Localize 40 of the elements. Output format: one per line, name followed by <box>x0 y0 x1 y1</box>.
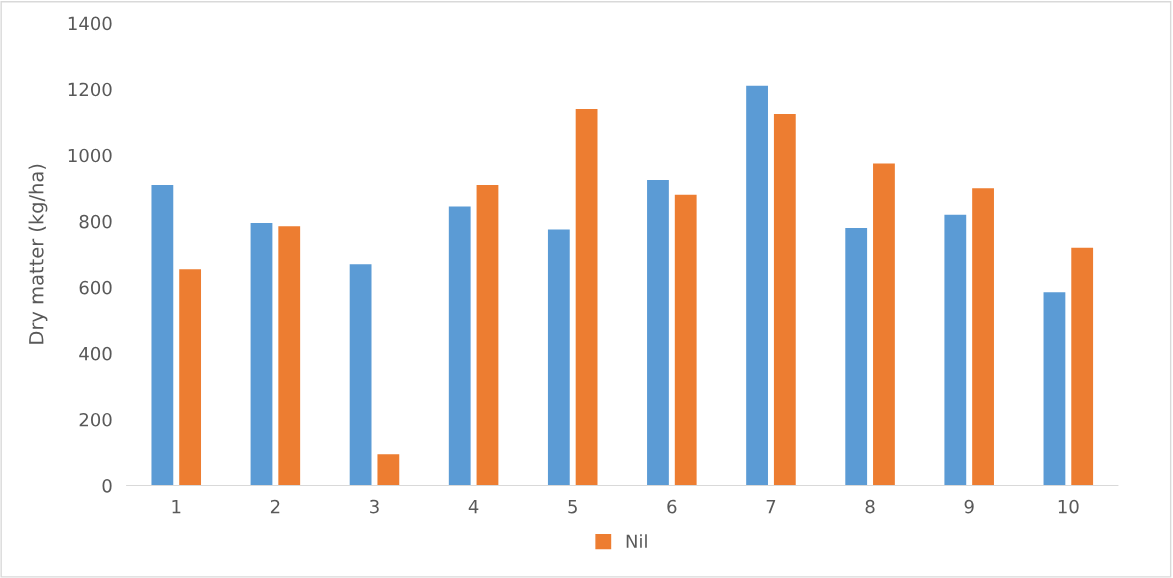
x-tick-label: 2 <box>270 499 280 514</box>
bar <box>674 194 697 486</box>
x-tick-label: 4 <box>468 499 479 514</box>
y-tick-label: 600 <box>79 280 112 295</box>
bar <box>476 184 499 486</box>
bar <box>944 214 967 486</box>
bar <box>647 180 669 486</box>
x-tick-label: 8 <box>865 499 875 514</box>
y-tick-label: 200 <box>79 412 112 427</box>
bar <box>1043 292 1066 486</box>
bar <box>873 163 895 486</box>
bar <box>547 229 570 486</box>
bar <box>972 188 994 486</box>
legend-label: Nil <box>626 534 647 548</box>
x-tick-label: 3 <box>370 499 379 514</box>
x-tick-label: 9 <box>964 499 974 514</box>
bar <box>349 264 372 486</box>
x-tick-label: 5 <box>568 499 577 514</box>
y-tick-label: 1400 <box>68 16 112 31</box>
bar <box>1071 247 1094 486</box>
y-tick-label: 1200 <box>68 82 112 97</box>
x-tick-label: 7 <box>766 499 776 514</box>
x-tick-label: 1 <box>172 499 181 514</box>
bar <box>377 454 400 486</box>
bar <box>773 113 796 486</box>
x-tick-label: 6 <box>667 499 677 514</box>
y-tick-label: 400 <box>79 346 112 361</box>
y-axis-title: Dry matter (kg/ha) <box>28 164 48 344</box>
bar <box>179 269 202 486</box>
bar <box>151 184 174 486</box>
bar <box>250 222 273 486</box>
bar <box>746 85 768 486</box>
y-tick-label: 0 <box>102 478 112 493</box>
bar <box>845 227 868 486</box>
bar <box>278 226 301 486</box>
y-tick-label: 1000 <box>68 148 112 163</box>
bar <box>575 108 598 486</box>
x-tick-label: 10 <box>1058 499 1079 514</box>
y-tick-label: 800 <box>79 214 112 229</box>
bar <box>448 206 471 486</box>
